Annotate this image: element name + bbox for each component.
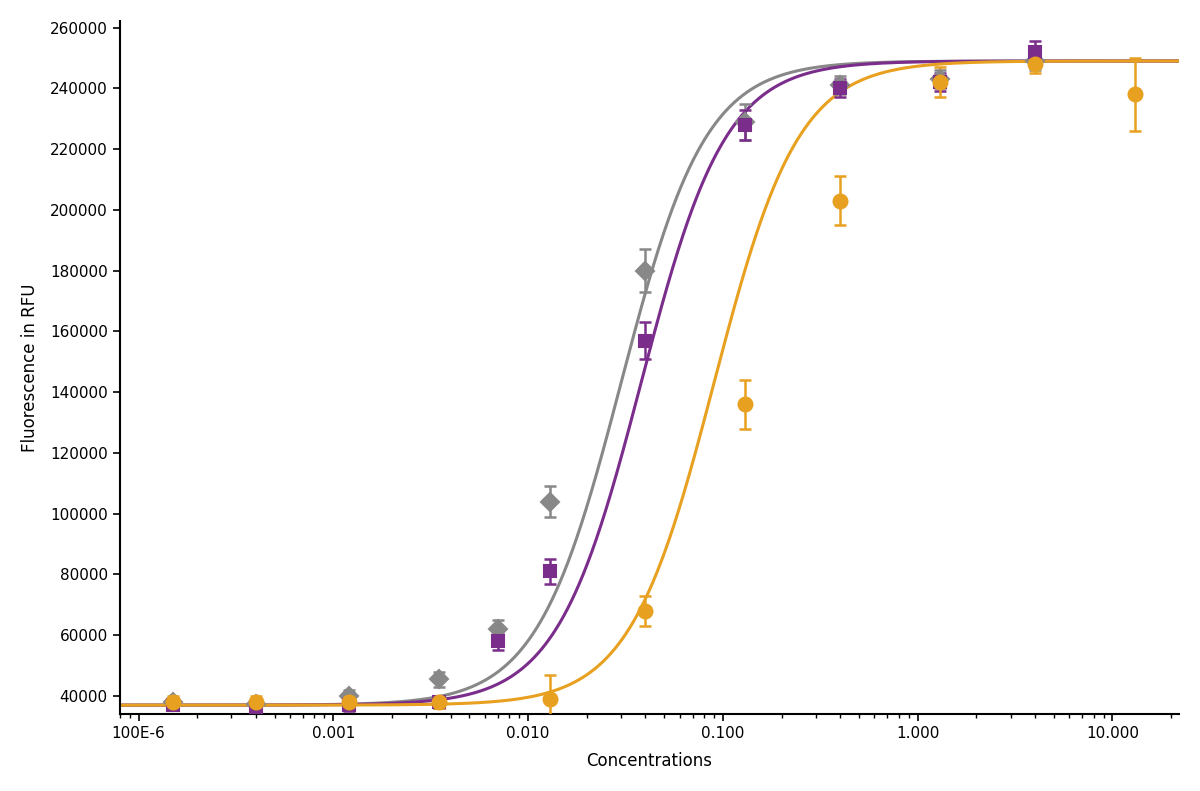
X-axis label: Concentrations: Concentrations [587, 752, 713, 770]
Y-axis label: Fluorescence in RFU: Fluorescence in RFU [20, 284, 38, 452]
